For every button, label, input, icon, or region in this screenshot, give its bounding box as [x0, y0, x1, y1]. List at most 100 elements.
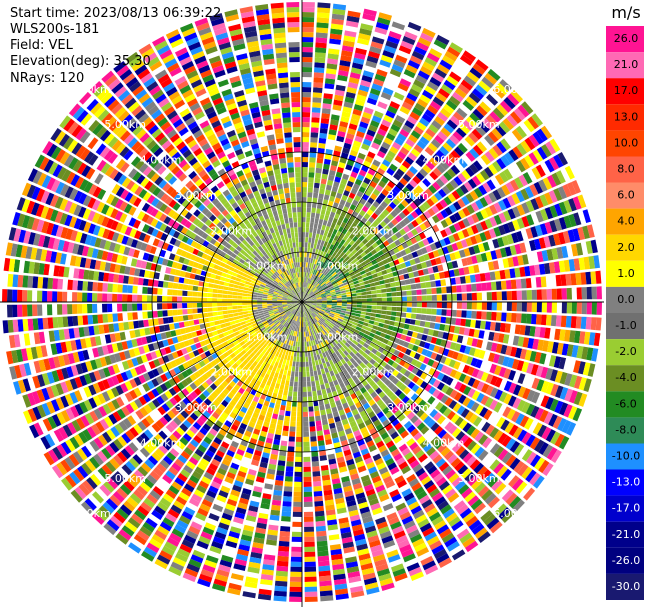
gate: [326, 338, 332, 344]
gate: [422, 164, 432, 174]
gate: [275, 429, 282, 436]
gate: [555, 170, 566, 184]
gate: [435, 280, 442, 287]
gate: [316, 285, 322, 290]
gate: [581, 287, 587, 300]
gate: [304, 556, 316, 562]
gate: [354, 135, 364, 143]
gate: [342, 269, 348, 275]
gate: [398, 45, 412, 55]
gate: [381, 188, 390, 197]
gate: [394, 155, 404, 164]
gate: [405, 348, 412, 356]
gate: [350, 287, 356, 292]
gate: [478, 80, 491, 93]
gate: [324, 289, 330, 293]
gate: [387, 193, 395, 201]
gate: [440, 316, 447, 324]
gate: [567, 229, 576, 243]
gate: [302, 292, 304, 298]
gate: [416, 346, 424, 354]
gate: [412, 175, 422, 185]
gate: [446, 119, 458, 130]
gate: [451, 442, 462, 453]
gate: [336, 135, 345, 143]
gate: [341, 194, 348, 202]
gate: [577, 194, 587, 209]
gate: [396, 168, 405, 177]
gate: [279, 368, 284, 375]
gate: [317, 555, 330, 562]
gate: [316, 302, 322, 304]
gate: [379, 403, 387, 411]
gate: [398, 339, 405, 346]
gate: [320, 595, 334, 602]
gate: [405, 183, 415, 192]
gate: [285, 410, 291, 417]
gate: [342, 279, 348, 284]
gate: [369, 316, 376, 321]
gate: [443, 103, 455, 115]
gate: [340, 312, 346, 316]
gate: [323, 277, 328, 282]
gate: [303, 411, 308, 417]
gate: [451, 285, 457, 293]
gate: [345, 311, 351, 315]
gate: [298, 376, 302, 382]
gate: [331, 160, 339, 167]
gate: [554, 328, 561, 341]
gate: [345, 91, 356, 99]
gate: [317, 223, 322, 230]
gate: [302, 57, 313, 63]
gate: [316, 277, 321, 283]
gate: [355, 371, 362, 379]
gate: [307, 351, 311, 357]
gate: [312, 390, 317, 397]
gate: [334, 287, 340, 291]
gate: [339, 265, 345, 271]
gate: [194, 324, 201, 331]
gate: [304, 247, 308, 253]
gate: [307, 247, 311, 253]
gate: [288, 365, 292, 372]
gate: [373, 344, 380, 351]
gate: [475, 320, 481, 329]
gate: [340, 358, 347, 365]
gate: [425, 281, 432, 288]
gate: [369, 332, 376, 338]
gate: [423, 210, 432, 220]
gate: [303, 416, 309, 422]
gate: [481, 302, 487, 310]
gate: [362, 70, 374, 78]
gate: [398, 236, 406, 244]
gate: [393, 91, 405, 101]
gate: [306, 302, 312, 304]
gate: [379, 280, 385, 285]
gate: [406, 296, 412, 301]
gate: [247, 310, 254, 314]
gate: [524, 417, 534, 430]
gate: [511, 290, 517, 300]
gate: [526, 290, 532, 300]
gate: [316, 208, 321, 214]
gate: [476, 105, 488, 117]
gate: [302, 341, 305, 347]
gate: [406, 92, 418, 102]
gate: [414, 102, 426, 113]
gate: [364, 315, 371, 320]
gate: [320, 317, 326, 322]
gate: [325, 291, 331, 295]
gate: [541, 250, 549, 262]
gate: [302, 217, 306, 223]
gate: [302, 132, 310, 138]
gate: [407, 424, 416, 434]
gate: [466, 71, 480, 83]
gate: [382, 209, 390, 217]
gate: [437, 131, 448, 141]
gate: [332, 202, 339, 209]
gate: [305, 222, 310, 228]
gate: [290, 376, 295, 382]
gate: [394, 239, 401, 247]
gate: [339, 274, 346, 280]
gate: [352, 348, 358, 355]
